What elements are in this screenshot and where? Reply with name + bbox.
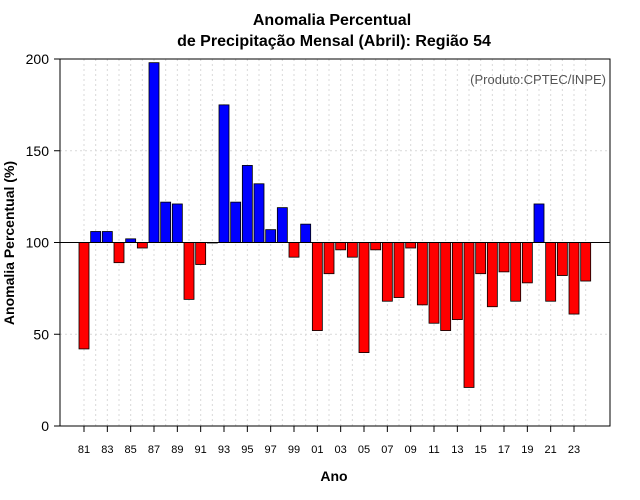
bar-06 <box>370 242 382 251</box>
bar-11 <box>428 242 440 324</box>
bar-91 <box>195 242 207 265</box>
x-tick-label: 85 <box>125 444 137 456</box>
x-tick-label: 05 <box>358 444 370 456</box>
y-axis-ticks: 0 50 100 150 200 <box>26 51 60 434</box>
x-axis-ticks: 81 83 85 87 89 91 93 95 97 99 01 03 05 07 09 11 13 15 17 19… <box>78 426 580 456</box>
x-tick-label: 23 <box>568 444 580 456</box>
bar-03 <box>335 242 347 251</box>
bar-16 <box>486 242 498 308</box>
bar-19 <box>521 242 533 284</box>
x-tick-label: 03 <box>335 444 347 456</box>
x-tick-label: 95 <box>241 444 253 456</box>
x-tick-label: 97 <box>265 444 277 456</box>
bar-01 <box>311 242 323 331</box>
x-tick-label: 99 <box>288 444 300 456</box>
bar-99 <box>288 242 300 258</box>
y-tick-label: 100 <box>26 235 50 251</box>
x-tick-label: 87 <box>148 444 160 456</box>
x-tick-label: 09 <box>405 444 417 456</box>
bar-86 <box>136 242 148 249</box>
bar-20 <box>533 203 545 243</box>
bar-98 <box>276 207 288 243</box>
x-axis-title: Ano <box>320 468 347 484</box>
chart-title-line1: Anomalia Percentual <box>253 12 411 29</box>
x-tick-label: 89 <box>171 444 183 456</box>
bar-83 <box>101 231 113 243</box>
bar-00 <box>300 223 312 243</box>
x-tick-label: 07 <box>381 444 393 456</box>
bar-81 <box>78 242 90 350</box>
bar-15 <box>475 242 487 275</box>
credit-label: (Produto:CPTEC/INPE) <box>470 72 606 87</box>
x-tick-label: 83 <box>101 444 113 456</box>
bar-82 <box>90 231 102 243</box>
bar-90 <box>183 242 195 300</box>
bar-05 <box>358 242 370 353</box>
bar-96 <box>253 183 265 243</box>
bar-97 <box>265 229 277 243</box>
x-tick-label: 01 <box>311 444 323 456</box>
y-tick-label: 200 <box>26 51 50 67</box>
bar-13 <box>451 242 463 320</box>
bar-12 <box>440 242 452 331</box>
bar-94 <box>230 201 242 243</box>
x-tick-label: 93 <box>218 444 230 456</box>
bar-09 <box>405 242 417 249</box>
chart-title-line2: de Precipitação Mensal (Abril): Região 5… <box>177 33 491 50</box>
bar-21 <box>545 242 557 302</box>
x-tick-label: 13 <box>451 444 463 456</box>
bar-18 <box>510 242 522 302</box>
bar-10 <box>416 242 428 306</box>
y-axis-title: Anomalia Percentual (%) <box>1 161 17 325</box>
bar-84 <box>113 242 125 264</box>
bar-17 <box>498 242 510 273</box>
x-tick-label: 21 <box>545 444 557 456</box>
x-tick-label: 19 <box>521 444 533 456</box>
x-tick-label: 17 <box>498 444 510 456</box>
x-tick-label: 15 <box>475 444 487 456</box>
bar-85 <box>125 238 137 243</box>
bar-89 <box>171 203 183 243</box>
y-tick-label: 0 <box>41 418 49 434</box>
bars <box>78 62 592 388</box>
bar-88 <box>160 201 172 243</box>
bar-24 <box>580 242 592 282</box>
y-tick-label: 50 <box>33 326 49 342</box>
bar-22 <box>556 242 568 276</box>
y-tick-label: 150 <box>26 143 50 159</box>
x-tick-label: 11 <box>428 444 439 456</box>
x-tick-label: 91 <box>195 444 207 456</box>
bar-08 <box>393 242 405 298</box>
x-tick-label: 81 <box>78 444 90 456</box>
bar-04 <box>346 242 358 258</box>
bar-23 <box>568 242 580 315</box>
bar-95 <box>241 165 253 243</box>
bar-93 <box>218 104 230 243</box>
bar-07 <box>381 242 393 302</box>
bar-87 <box>148 62 160 243</box>
bar-02 <box>323 242 335 275</box>
bar-14 <box>463 242 475 388</box>
